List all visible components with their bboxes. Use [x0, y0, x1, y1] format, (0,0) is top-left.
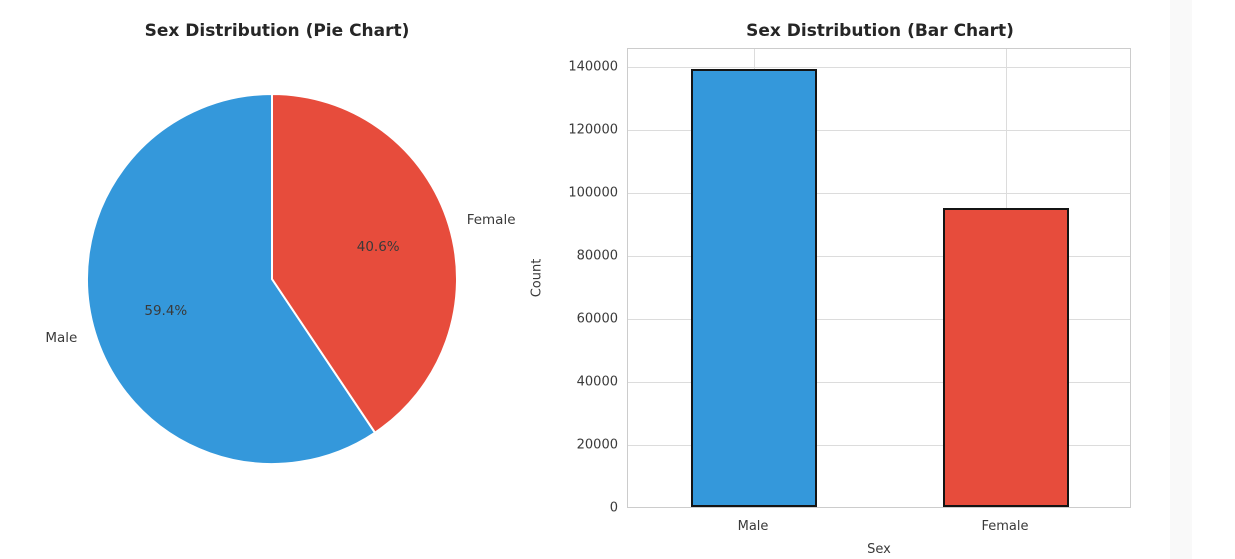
y-axis-label: Count: [529, 258, 545, 298]
y-tick-label-60000: 60000: [576, 311, 618, 327]
x-tick-label-male: Male: [737, 519, 769, 534]
pie-pct-female: 40.6%: [356, 238, 400, 255]
gridline-y-60000: [628, 318, 1130, 320]
y-tick-label-140000: 140000: [568, 59, 618, 75]
gridline-y-120000: [628, 129, 1130, 131]
gridline-y-100000: [628, 192, 1130, 194]
pie-pct-male: 59.4%: [144, 303, 188, 320]
gridline-y-80000: [628, 255, 1130, 257]
bar-plot-area: [627, 48, 1131, 508]
y-tick-label-80000: 80000: [576, 248, 618, 264]
pie-slice-female: [271, 93, 458, 434]
pie-slice-male: [86, 93, 377, 465]
gridline-y-20000: [628, 444, 1130, 446]
y-tick-label-0: 0: [609, 500, 618, 516]
pie-chart-title: Sex Distribution (Pie Chart): [144, 21, 410, 41]
pie-label-female: Female: [466, 211, 516, 228]
bar-female: [943, 207, 1069, 507]
y-tick-label-100000: 100000: [568, 185, 618, 201]
gridline-y-140000: [628, 66, 1130, 68]
bar-chart-title: Sex Distribution (Bar Chart): [746, 21, 1014, 41]
x-axis-label: Sex: [867, 542, 891, 557]
bar-male: [691, 68, 817, 507]
y-tick-label-20000: 20000: [576, 437, 618, 453]
pie-label-male: Male: [45, 330, 78, 347]
x-tick-label-female: Female: [981, 519, 1029, 534]
y-tick-label-40000: 40000: [576, 374, 618, 390]
y-tick-label-120000: 120000: [568, 122, 618, 138]
gridline-y-40000: [628, 381, 1130, 383]
scrollbar-track[interactable]: [1170, 0, 1192, 559]
